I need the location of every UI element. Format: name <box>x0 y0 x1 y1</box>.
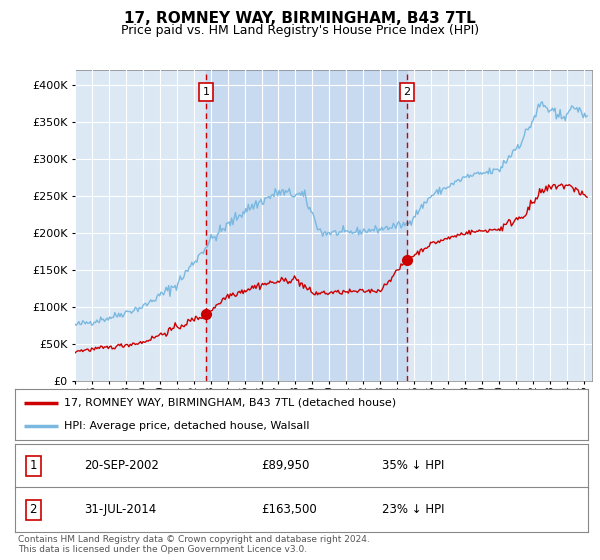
Text: 1: 1 <box>29 459 37 473</box>
Text: £163,500: £163,500 <box>262 503 317 516</box>
Text: 20-SEP-2002: 20-SEP-2002 <box>84 459 158 473</box>
Text: 35% ↓ HPI: 35% ↓ HPI <box>382 459 444 473</box>
Bar <box>206 70 407 381</box>
Text: 17, ROMNEY WAY, BIRMINGHAM, B43 7TL: 17, ROMNEY WAY, BIRMINGHAM, B43 7TL <box>124 11 476 26</box>
Text: 31-JUL-2014: 31-JUL-2014 <box>84 503 156 516</box>
Text: HPI: Average price, detached house, Walsall: HPI: Average price, detached house, Wals… <box>64 421 309 431</box>
Text: Price paid vs. HM Land Registry's House Price Index (HPI): Price paid vs. HM Land Registry's House … <box>121 24 479 37</box>
Text: 1: 1 <box>202 87 209 97</box>
Text: Contains HM Land Registry data © Crown copyright and database right 2024.
This d: Contains HM Land Registry data © Crown c… <box>18 535 370 554</box>
Text: 2: 2 <box>29 503 37 516</box>
Text: 23% ↓ HPI: 23% ↓ HPI <box>382 503 444 516</box>
Text: 2: 2 <box>403 87 410 97</box>
Text: £89,950: £89,950 <box>262 459 310 473</box>
Text: 17, ROMNEY WAY, BIRMINGHAM, B43 7TL (detached house): 17, ROMNEY WAY, BIRMINGHAM, B43 7TL (det… <box>64 398 396 408</box>
